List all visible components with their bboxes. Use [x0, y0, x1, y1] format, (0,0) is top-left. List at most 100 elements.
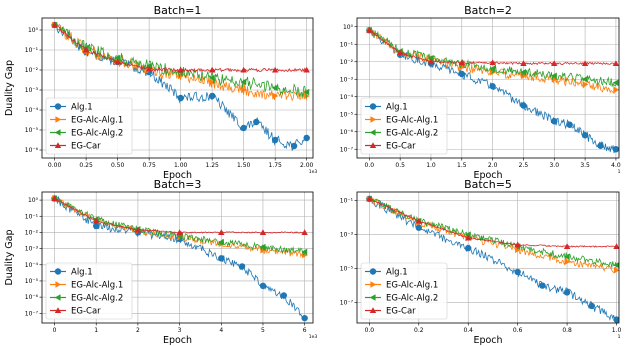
x-tick-label: 0 [53, 327, 57, 334]
legend-box [45, 262, 133, 320]
legend-box [45, 97, 133, 155]
data-point [114, 54, 121, 62]
chart-panel-2: 0.0 0.5 1.0 1.5 2.0 2.5 3.0 3.5 4.0 10⁰ 10⁻¹ 10⁻² 10… [340, 4, 621, 181]
data-point [613, 316, 619, 323]
legend-label: Alg.1 [71, 268, 93, 278]
legend-marker [55, 116, 62, 123]
legend: Alg.1 EG-Alc-Alg.1 EG-Alc-Alg.2 EG-Car [45, 97, 133, 155]
plot-area [366, 195, 619, 323]
data-point [458, 59, 465, 66]
legend-entry: EG-Alc-Alg.2 [50, 294, 123, 304]
legend: Alg.1 EG-Alc-Alg.1 EG-Alc-Alg.2 EG-Car [360, 97, 448, 155]
data-point [290, 142, 298, 150]
x-multiplier-label: 1 [618, 169, 621, 175]
x-tick-label: 3.5 [580, 162, 590, 169]
axes-frame [356, 191, 620, 324]
data-point [581, 60, 589, 67]
x-tick-label: 6 [303, 327, 307, 334]
x-tick-label: 1.0 [612, 327, 622, 334]
data-point [301, 314, 308, 322]
x-tick-label: 3 [178, 327, 182, 334]
data-point [93, 217, 100, 224]
data-point [563, 253, 570, 260]
x-tick-label: 0.50 [111, 162, 125, 169]
series-line [54, 25, 308, 98]
legend-entry: EG-Alc-Alg.1 [365, 281, 438, 291]
legend-marker [54, 307, 62, 314]
data-point [489, 65, 496, 72]
plot-area [366, 27, 619, 154]
data-point [465, 231, 471, 238]
y-tick-label: 10⁻⁵ [340, 266, 354, 273]
x-tick-label: 1.00 [174, 162, 188, 169]
series-line [369, 198, 617, 323]
data-point [240, 78, 247, 86]
legend-marker [55, 281, 62, 288]
x-tick-label: 0.6 [513, 327, 523, 334]
legend-entry: EG-Car [50, 307, 101, 317]
legend-label: EG-Alc-Alg.2 [386, 129, 438, 139]
legend-label: EG-Alc-Alg.1 [71, 116, 123, 126]
legend-label: EG-Car [71, 142, 101, 152]
data-point [514, 268, 521, 276]
chart-panel-1: 0.00 0.25 0.50 0.75 1.00 1.25 1.50 1.75 2.00 10⁰ 1… [4, 4, 317, 181]
y-tick-label: 10⁻⁵ [25, 278, 39, 285]
x-tick-label: 4.0 [611, 162, 621, 169]
data-point [259, 282, 267, 290]
data-point [177, 94, 184, 102]
x-tick-label: 0.00 [48, 162, 62, 169]
legend-marker [54, 129, 61, 136]
legend-entry: Alg.1 [50, 103, 93, 113]
data-point [301, 248, 308, 256]
x-tick-label: 0.5 [395, 162, 405, 169]
y-tick-label: 10⁻⁶ [25, 294, 39, 301]
legend-label: EG-Alc-Alg.1 [386, 281, 438, 291]
data-point [303, 134, 310, 142]
data-point [145, 62, 152, 70]
legend-marker [54, 103, 62, 110]
data-point [539, 282, 546, 289]
data-point [563, 289, 571, 296]
x-multiplier-label: 1 [618, 334, 621, 340]
legend-marker [369, 307, 377, 314]
data-point [134, 226, 142, 233]
x-tick-label: 2.5 [519, 162, 529, 169]
y-tick-label: 10⁰ [28, 27, 39, 34]
x-tick-label: 1.0 [426, 162, 436, 169]
y-tick-label: 10⁻¹ [340, 198, 354, 205]
legend-marker [54, 294, 61, 301]
x-tick-label: 0.8 [562, 327, 572, 334]
legend-box [360, 97, 448, 155]
x-tick-label: 0.0 [365, 162, 375, 169]
data-point [208, 66, 216, 73]
legend-entry: EG-Car [365, 307, 416, 317]
legend: Alg.1 EG-Alc-Alg.1 EG-Alc-Alg.2 EG-Car [45, 262, 133, 320]
legend-entry: EG-Alc-Alg.1 [50, 116, 123, 126]
data-point [51, 195, 58, 202]
data-point [465, 234, 472, 241]
data-point [515, 246, 521, 254]
legend-entry: EG-Alc-Alg.2 [365, 129, 438, 139]
y-tick-label: 10⁻⁴ [25, 262, 39, 269]
legend-label: EG-Alc-Alg.2 [71, 129, 123, 139]
y-tick-label: 10⁻⁴ [340, 94, 354, 101]
legend-marker [369, 103, 377, 110]
data-point [51, 21, 58, 28]
data-point [427, 58, 435, 65]
legend-marker [369, 142, 377, 149]
data-point [520, 69, 527, 76]
data-point [520, 102, 527, 109]
legend-label: EG-Alc-Alg.2 [71, 294, 123, 304]
data-point [564, 258, 571, 265]
data-point [272, 92, 279, 100]
data-point [520, 72, 527, 79]
legend-label: EG-Alc-Alg.2 [386, 294, 438, 304]
data-point [581, 76, 588, 83]
data-point [301, 229, 308, 235]
y-axis-label: Duality Gap [4, 229, 15, 285]
y-tick-label: 10⁻⁵ [25, 127, 39, 134]
data-point [82, 46, 90, 53]
legend-entry: Alg.1 [365, 268, 408, 278]
data-point [176, 229, 183, 235]
